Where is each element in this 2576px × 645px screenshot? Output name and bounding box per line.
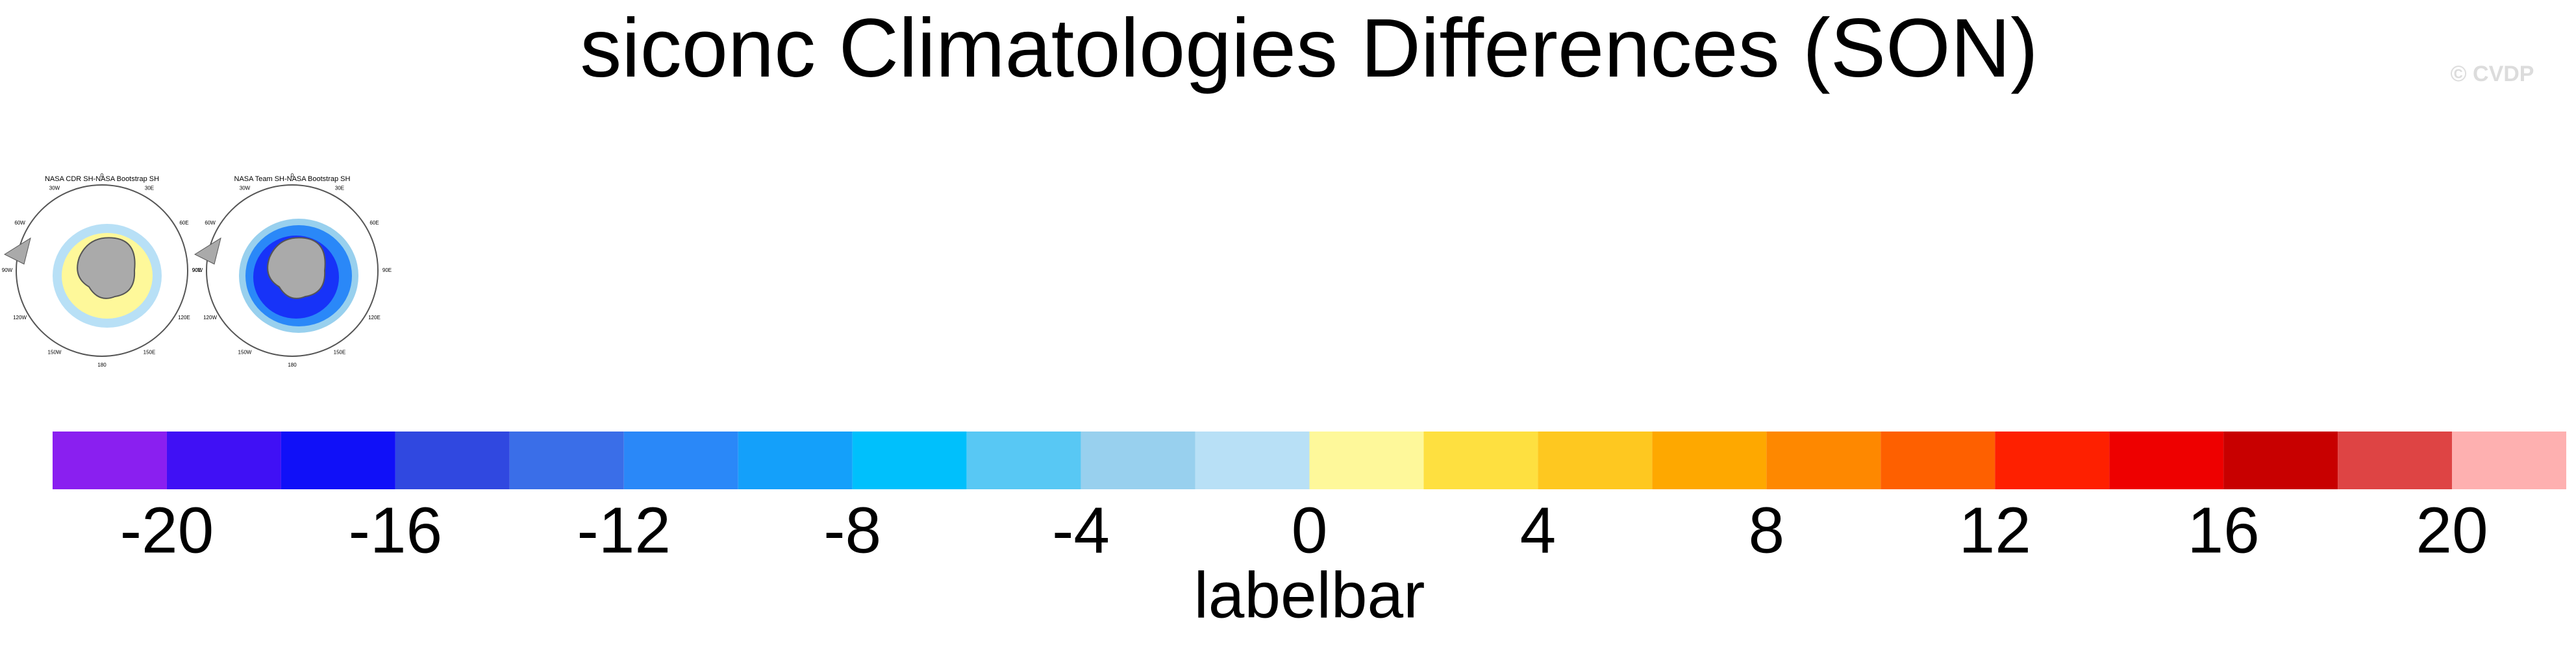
lon-label: 150W xyxy=(238,350,252,356)
lon-label: 120E xyxy=(368,315,381,321)
chart-title: siconc Climatologies Differences (SON) xyxy=(580,2,2038,95)
color-box xyxy=(509,432,624,489)
continent xyxy=(194,237,221,265)
color-box xyxy=(1538,432,1653,489)
lon-label: 150W xyxy=(48,350,62,356)
lon-label: 30E xyxy=(145,186,154,191)
tick-label: -8 xyxy=(823,494,881,566)
tick-label: 12 xyxy=(1959,494,2031,566)
tick-label: -4 xyxy=(1052,494,1110,566)
color-box xyxy=(2223,432,2338,489)
color-box xyxy=(1309,432,1424,489)
color-box xyxy=(1423,432,1538,489)
lon-label: 180 xyxy=(288,362,297,368)
map-panel xyxy=(194,184,379,357)
lon-label: 0 xyxy=(291,173,294,178)
lon-label: 90E xyxy=(382,267,392,273)
lon-label: 120E xyxy=(178,315,190,321)
lon-label: 60E xyxy=(179,220,188,226)
lon-label: 120W xyxy=(13,315,27,321)
lon-label: 30E xyxy=(335,186,344,191)
lon-label: 90W xyxy=(2,267,13,273)
panel-title: NASA CDR SH-NASA Bootstrap SH xyxy=(45,175,159,183)
color-box xyxy=(53,432,167,489)
watermark: © CVDP xyxy=(2451,62,2534,86)
continent xyxy=(3,237,31,265)
map-panel xyxy=(3,184,188,357)
tick-label: 16 xyxy=(2188,494,2260,566)
lon-label: 60W xyxy=(205,220,216,226)
lon-label: 180 xyxy=(97,362,106,368)
color-box xyxy=(1995,432,2110,489)
color-box xyxy=(2338,432,2453,489)
color-box xyxy=(2452,432,2566,489)
lon-label: 30W xyxy=(49,186,60,191)
color-box xyxy=(281,432,395,489)
lon-label: 120W xyxy=(203,315,217,321)
tick-label: -20 xyxy=(120,494,214,566)
color-box xyxy=(1081,432,1195,489)
lon-label: 150E xyxy=(144,350,156,356)
lon-label: 150E xyxy=(334,350,346,356)
continent xyxy=(267,237,326,299)
lon-label: 60E xyxy=(369,220,379,226)
color-box xyxy=(1652,432,1767,489)
color-box xyxy=(738,432,853,489)
tick-label: -16 xyxy=(349,494,443,566)
color-box xyxy=(1881,432,1995,489)
color-box xyxy=(2109,432,2224,489)
tick-label: 4 xyxy=(1520,494,1557,566)
lon-label: 90W xyxy=(192,267,203,273)
axis-label: labelbar xyxy=(1194,559,1425,631)
color-box xyxy=(1766,432,1881,489)
color-box xyxy=(623,432,738,489)
tick-label: 20 xyxy=(2416,494,2488,566)
tick-label: -12 xyxy=(577,494,671,566)
lon-label: 30W xyxy=(240,186,251,191)
lon-label: 90E xyxy=(192,267,201,273)
color-box xyxy=(1195,432,1310,489)
panel-title: NASA Team SH-NASA Bootstrap SH xyxy=(234,175,351,183)
color-box xyxy=(852,432,967,489)
lon-label: 60W xyxy=(14,220,25,226)
color-box xyxy=(395,432,510,489)
continent xyxy=(77,237,136,299)
tick-label: 0 xyxy=(1292,494,1328,566)
tick-label: 8 xyxy=(1749,494,1785,566)
color-box xyxy=(166,432,281,489)
color-box xyxy=(966,432,1081,489)
lon-label: 0 xyxy=(101,173,104,178)
